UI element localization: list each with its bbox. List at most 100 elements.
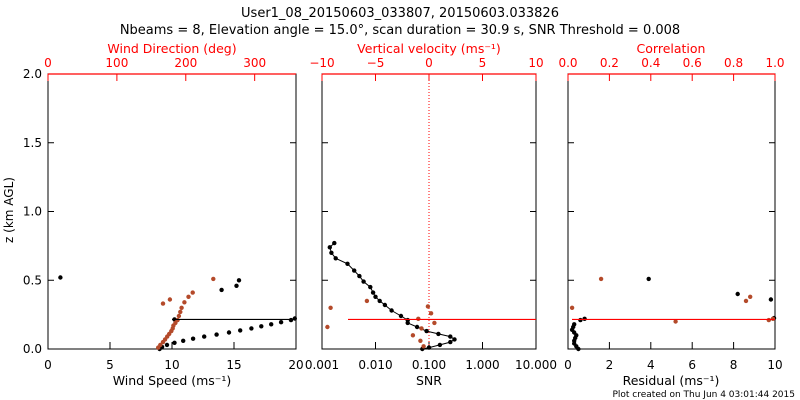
point-0-0-5 [190,336,196,341]
point-1-0-3 [448,339,453,345]
x-tick-label-2-3: 6 [688,358,696,372]
y-axis-label: z (km AGL) [2,177,16,243]
x-tick-label-1-0: 0.001 [305,358,339,372]
top-tick-label-2-1: 0.2 [600,56,619,70]
point-2-1-3 [770,316,776,321]
point-1-1-1 [418,338,423,343]
x-tick-label-1-3: 1.000 [465,358,499,372]
point-1-1-9 [325,324,330,330]
point-1-0-8 [414,324,420,330]
point-2-1-0 [569,305,575,310]
top-tick-label-0-3: 300 [243,56,266,70]
point-1-1-0 [421,344,426,349]
x-tick-label-0-2: 10 [164,358,179,372]
point-1-0-24 [327,245,332,250]
y-tick-label-2: 1.0 [23,205,42,219]
series-line-1-0 [329,242,456,350]
panel-wind: Wind Direction (deg) Wind Speed (ms⁻¹) [47,41,297,388]
point-1-1-7 [425,304,431,309]
x-tick-label-0-1: 5 [106,358,114,372]
point-1-0-16 [370,290,376,295]
top-tick-label-1-0: −10 [309,56,334,70]
point-0-1-19 [211,276,216,282]
top-tick-label-2-4: 0.8 [724,56,743,70]
y-tick-label-1: 0.5 [23,273,42,287]
point-1-0-12 [389,308,394,313]
point-1-0-5 [448,334,453,339]
point-0-1-17 [160,301,166,306]
point-1-0-6 [436,331,441,337]
point-2-1-2 [766,317,771,323]
point-0-0-19 [58,275,63,280]
point-0-0-15 [292,316,297,321]
top-tick-label-1-1: −5 [367,56,385,70]
point-1-0-10 [405,317,410,323]
point-1-0-23 [329,250,334,255]
point-1-1-3 [419,326,424,331]
point-1-1-6 [428,311,434,316]
point-0-0-14 [288,317,294,323]
point-1-0-20 [352,268,357,273]
point-0-0-20 [236,278,242,283]
panel-wind-top-label: Wind Direction (deg) [107,41,236,56]
point-0-0-4 [181,338,186,343]
point-1-0-14 [377,298,382,304]
point-0-1-10 [175,317,180,323]
point-0-0-17 [219,287,224,293]
point-1-0-2 [437,342,443,348]
point-1-1-5 [416,316,421,321]
point-2-1-1 [673,319,678,324]
panel-snr-top-label: Vertical velocity (ms⁻¹) [357,41,501,56]
x-tick-label-1-1: 0.010 [358,358,392,372]
point-0-0-8 [226,330,232,335]
point-2-0-11 [582,316,587,321]
top-tick-label-0-1: 100 [105,56,128,70]
x-tick-label-1-4: 10.000 [515,358,557,372]
y-tick-label-0: 0.0 [23,342,42,356]
point-0-0-3 [172,340,177,345]
point-2-0-13 [646,276,651,282]
point-1-0-19 [357,273,362,279]
point-0-0-12 [269,322,274,327]
panel-correlation-bottom-label: Residual (ms⁻¹) [623,373,720,388]
top-tick-label-2-3: 0.6 [683,56,702,70]
y-tick-label-4: 2.0 [23,67,42,81]
point-0-0-13 [278,320,284,325]
panel-wind-frame [47,73,297,350]
point-1-1-10 [328,305,333,310]
x-tick-label-2-5: 10 [767,358,782,372]
x-tick-label-0-0: 0 [44,358,52,372]
point-2-0-10 [578,317,583,323]
point-0-0-7 [214,332,219,337]
point-1-1-4 [432,320,437,326]
point-2-1-4 [743,298,749,304]
point-2-0-14 [735,291,740,297]
point-1-0-13 [382,302,388,308]
point-1-0-4 [452,337,457,342]
panel-correlation-frame [567,73,776,350]
point-0-1-1 [158,342,163,348]
y-tick-label-3: 1.5 [23,136,42,150]
point-0-1-14 [182,300,187,305]
point-0-0-10 [249,326,254,331]
top-tick-label-2-5: 1.0 [765,56,784,70]
x-tick-label-1-2: 0.100 [412,358,446,372]
chart-title-line1: User1_08_20150603_033807, 20150603.03382… [241,6,559,21]
point-0-1-15 [186,294,191,299]
point-0-1-12 [178,309,183,315]
top-tick-label-1-4: 10 [528,56,543,70]
top-tick-label-2-0: 0.0 [558,56,577,70]
point-0-0-18 [234,283,239,288]
top-tick-label-2-2: 0.4 [641,56,660,70]
point-0-0-2 [164,342,170,348]
point-0-0-11 [259,324,264,329]
top-tick-label-1-3: 5 [479,56,487,70]
x-tick-label-2-4: 8 [730,358,738,372]
point-0-1-11 [176,313,182,319]
top-tick-label-0-2: 200 [174,56,197,70]
point-1-0-17 [368,284,373,290]
x-tick-label-2-0: 0 [564,358,572,372]
x-tick-label-2-1: 2 [606,358,614,372]
